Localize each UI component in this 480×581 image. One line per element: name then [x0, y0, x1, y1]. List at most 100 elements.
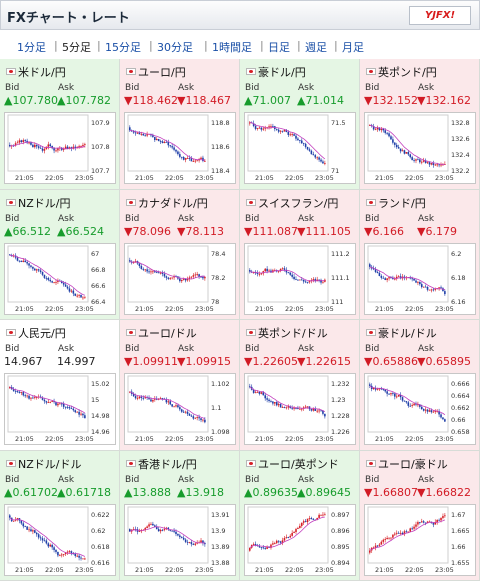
mini-candle-chart[interactable]: 6.2 6.18 6.16 21:05 22:05 23:05 — [364, 242, 476, 315]
rate-cell[interactable]: 豪ドル/ドル Bid ▼0.65886 Ask ▼0.65895 0.666 0.664 0.… — [360, 320, 480, 451]
ask-value: ▲107.782 — [57, 94, 111, 107]
pair-name[interactable]: 英ポンド/円 — [366, 64, 437, 80]
y-tick-label: 71.5 — [331, 119, 345, 127]
candle-body — [78, 411, 80, 415]
tab-5[interactable]: 日足 — [268, 41, 290, 54]
candle-body — [74, 553, 77, 556]
pair-name[interactable]: NZドル/円 — [6, 195, 70, 211]
candle-body — [68, 287, 71, 292]
mini-candle-chart[interactable]: 0.666 0.664 0.662 0.66 0.658 21:05 22:05 23:05 — [364, 373, 476, 445]
plot-frame — [7, 506, 89, 563]
candle-body — [186, 541, 189, 543]
tab-4[interactable]: 1時間足 — [212, 41, 252, 54]
candle-body — [395, 396, 398, 398]
pair-name[interactable]: NZドル/ドル — [6, 456, 81, 472]
candle-body — [397, 147, 400, 149]
pair-name[interactable]: 米ドル/円 — [6, 64, 66, 80]
mini-candle-chart[interactable]: 1.232 1.23 1.228 1.226 21:05 22:05 23:05 — [244, 373, 356, 445]
candle-body — [384, 538, 386, 540]
pair-name[interactable]: ユーロ/ドル — [126, 325, 197, 341]
rate-cell[interactable]: NZドル/ドル Bid ▲0.61702 Ask ▲0.61718 0.622 0.62 0.… — [0, 450, 120, 581]
rate-cell[interactable]: 香港ドル/円 Bid ▲13.888 Ask ▲13.918 13.91 13.9 13.89… — [120, 450, 240, 581]
rate-cell[interactable]: 米ドル/円 Bid ▲107.780 Ask ▲107.782 107.9 107.8 107… — [0, 59, 120, 190]
candle-body — [318, 514, 320, 518]
tab-6[interactable]: 週足 — [305, 41, 327, 54]
rate-cell[interactable]: ユーロ/円 Bid ▼118.462 Ask ▼118.467 118.8 118.6 118… — [120, 59, 240, 190]
candle-body — [299, 408, 301, 410]
mini-candle-chart[interactable]: 13.91 13.9 13.89 13.88 21:05 22:05 23:05 — [124, 503, 236, 576]
bid-value: ▲0.89635 — [244, 485, 298, 499]
mini-candle-chart[interactable]: 71.5 71 21:05 22:05 23:05 — [244, 112, 356, 184]
pair-name[interactable]: ランド/円 — [366, 195, 426, 211]
candle-body — [144, 268, 146, 270]
pair-name[interactable]: 豪ドル/円 — [246, 64, 306, 80]
candle-body — [306, 406, 309, 408]
rate-cell[interactable]: カナダドル/円 Bid ▼78.096 Ask ▼78.113 78.4 78.2 78 21:… — [120, 189, 240, 320]
candle-body — [167, 527, 170, 530]
pair-name[interactable]: ユーロ/豪ドル — [366, 456, 448, 472]
rate-cell[interactable]: スイスフラン/円 Bid ▼111.087 Ask ▼111.105 111.2 111.1… — [240, 189, 360, 320]
yjfx-logo[interactable]: YJFX! — [409, 6, 471, 25]
tab-2[interactable]: 15分足 — [105, 41, 141, 54]
rate-cell[interactable]: 人民元/円 Bid 14.967 Ask 14.997 15.02 15 14.98 14.96… — [0, 320, 120, 451]
pair-name[interactable]: ユーロ/英ポンド — [246, 456, 339, 472]
pair-name[interactable]: 英ポンド/ドル — [246, 325, 328, 341]
rate-cell[interactable]: ユーロ/豪ドル Bid ▼1.66807 Ask ▼1.66822 1.67 1.665 1.… — [360, 450, 480, 581]
pair-name[interactable]: 豪ドル/ドル — [366, 325, 437, 341]
pair-name[interactable]: 香港ドル/円 — [126, 456, 197, 472]
rate-cell[interactable]: ユーロ/英ポンド Bid ▲0.89635 Ask ▲0.89645 0.897 0.896… — [240, 450, 360, 581]
tab-3[interactable]: 30分足 — [157, 41, 193, 54]
candle-body — [374, 545, 377, 548]
mini-candle-chart[interactable]: 1.67 1.665 1.66 1.655 21:05 22:05 23:05 — [364, 503, 476, 576]
candle-body — [165, 275, 168, 278]
candle-body — [142, 397, 145, 399]
candle-body — [302, 279, 305, 281]
mini-candle-chart[interactable]: 1.102 1.1 1.098 21:05 22:05 23:05 — [124, 373, 236, 445]
mini-candle-chart[interactable]: 111.2 111.1 111 21:05 22:05 23:05 — [244, 242, 356, 315]
y-tick-label: 107.7 — [91, 167, 110, 175]
candle-body — [169, 277, 172, 279]
rate-cell[interactable]: 英ポンド/ドル Bid ▼1.22605 Ask ▼1.22615 1.232 1.23 1.… — [240, 320, 360, 451]
tab-7[interactable]: 月足 — [342, 41, 364, 54]
mini-candle-chart[interactable]: 78.4 78.2 78 21:05 22:05 23:05 — [124, 242, 236, 315]
pair-name[interactable]: カナダドル/円 — [126, 195, 208, 211]
mini-candle-chart[interactable]: 15.02 15 14.98 14.96 21:05 22:05 23:05 — [4, 373, 116, 445]
mini-candle-chart[interactable]: 107.9 107.8 107.7 21:05 22:05 23:05 — [4, 112, 116, 184]
y-tick-label: 0.66 — [451, 416, 465, 424]
candle-body — [258, 392, 261, 394]
rate-cell[interactable]: NZドル/円 Bid ▲66.512 Ask ▲66.524 67 66.8 66.6 66.4… — [0, 189, 120, 320]
candle-body — [32, 266, 34, 269]
x-tick-label: 21:05 — [135, 305, 154, 313]
y-tick-label: 1.655 — [451, 559, 470, 567]
mini-candle-chart[interactable]: 132.8 132.6 132.4 132.2 21:05 22:05 23:05 — [364, 112, 476, 184]
candle-body — [304, 143, 307, 147]
plot-frame — [367, 245, 449, 302]
pair-name[interactable]: 人民元/円 — [6, 325, 66, 341]
candle-body — [392, 393, 394, 394]
tab-1[interactable]: 5分足 — [62, 41, 91, 54]
candle-body — [28, 262, 30, 266]
rate-cell[interactable]: ユーロ/ドル Bid ▼1.09911 Ask ▼1.09915 1.102 1.1 1.09… — [120, 320, 240, 451]
candle-body — [426, 286, 429, 290]
pair-name[interactable]: スイスフラン/円 — [246, 195, 338, 211]
rate-cell[interactable]: 英ポンド/円 Bid ▼132.152 Ask ▼132.162 132.8 132.6 13… — [360, 59, 480, 190]
candle-body — [60, 403, 63, 405]
mini-candle-chart[interactable]: 118.8 118.6 118.4 21:05 22:05 23:05 — [124, 112, 236, 184]
pair-name[interactable]: ユーロ/円 — [126, 64, 186, 80]
candle-body — [308, 280, 311, 282]
candle-body — [442, 287, 444, 291]
tab-0[interactable]: 1分足 — [17, 41, 46, 54]
mini-candle-chart[interactable]: 0.897 0.896 0.895 0.894 21:05 22:05 23:05 — [244, 503, 356, 576]
mini-candle-chart[interactable]: 67 66.8 66.6 66.4 21:05 22:05 23:05 — [4, 242, 116, 315]
pair-label: NZドル/円 — [18, 196, 71, 210]
y-tick-label: 118.8 — [211, 119, 230, 127]
candle-body — [78, 294, 80, 296]
flag-icon — [126, 68, 136, 75]
candle-body — [20, 392, 23, 393]
rate-cell[interactable]: ランド/円 Bid ▼6.166 Ask ▼6.179 6.2 6.18 6.16 21:05 2… — [360, 189, 480, 320]
moving-average-line — [129, 525, 205, 544]
rate-cell[interactable]: 豪ドル/円 Bid ▲71.007 Ask ▲71.014 71.5 71 21:05 22:0… — [240, 59, 360, 190]
bid-value: ▼132.152 — [364, 94, 418, 107]
mini-candle-chart[interactable]: 0.622 0.62 0.618 0.616 21:05 22:05 23:05 — [4, 503, 116, 576]
moving-average-line — [369, 266, 446, 290]
